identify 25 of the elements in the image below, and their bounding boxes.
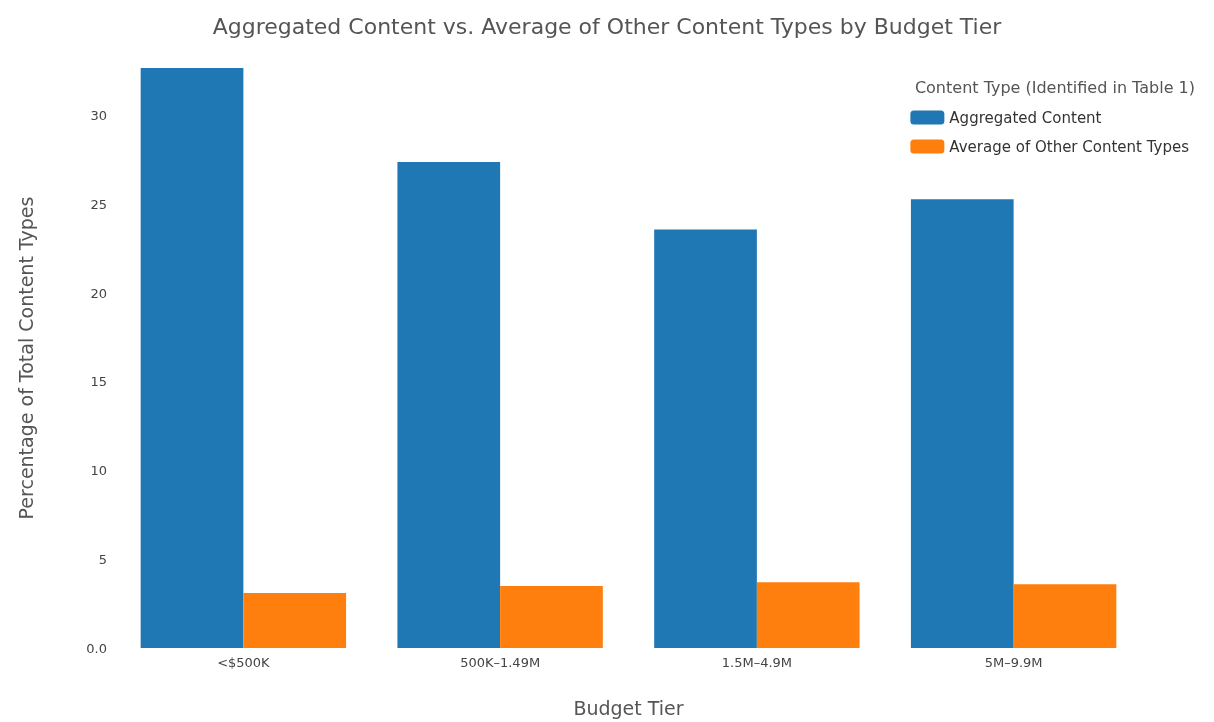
bar: [243, 593, 347, 648]
y-tick-label: 0.0: [86, 640, 107, 656]
x-axis-title: Budget Tier: [573, 696, 684, 719]
legend-title: Content Type (Identified in Table 1): [914, 77, 1195, 97]
legend-label: Average of Other Content Types: [949, 137, 1190, 156]
x-tick-label: <$500K: [217, 655, 271, 670]
x-tick-label: 1.5M–4.9M: [721, 655, 793, 670]
bar: [397, 162, 501, 648]
y-tick-label: 15: [90, 374, 107, 390]
y-axis-title: Percentage of Total Content Types: [14, 196, 37, 520]
legend-label: Aggregated Content: [949, 108, 1102, 127]
y-tick-label: 5: [98, 551, 107, 567]
y-tick-label: 25: [90, 197, 107, 213]
bar: [910, 199, 1014, 648]
bar: [140, 68, 244, 648]
bar: [756, 582, 860, 648]
chart-title: Aggregated Content vs. Average of Other Content Types by Budget Tier: [212, 13, 1003, 39]
y-tick-label: 10: [90, 463, 107, 479]
bar: [500, 585, 603, 648]
x-tick-label: 500K–1.49M: [460, 655, 541, 670]
x-tick-label: 5M–9.9M: [984, 655, 1043, 670]
bar: [654, 229, 757, 648]
y-tick-label: 20: [90, 285, 107, 301]
y-tick-label: 30: [90, 108, 107, 124]
bar: [1013, 584, 1117, 648]
